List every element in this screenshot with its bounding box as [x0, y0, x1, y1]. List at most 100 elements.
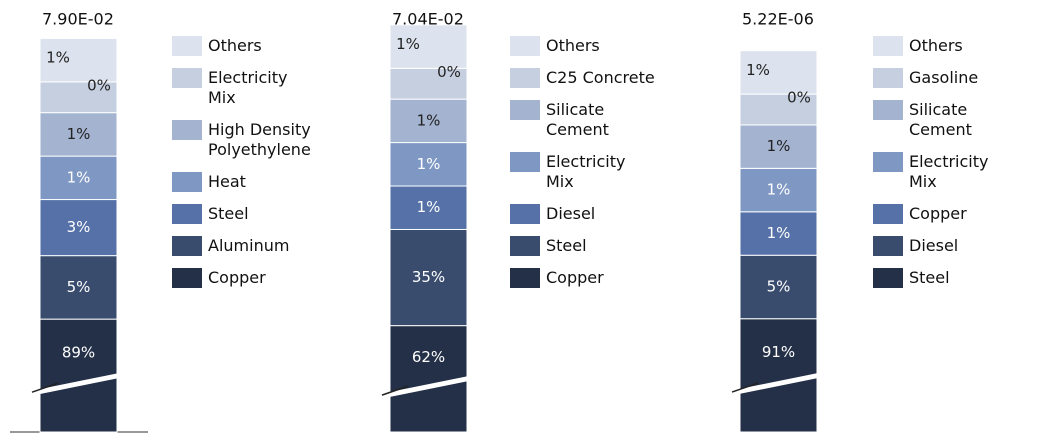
legend-swatch — [873, 236, 903, 256]
bar-segment — [39, 155, 118, 201]
legend-label: Diesel — [909, 236, 959, 255]
bar-segment — [389, 142, 468, 187]
legend-label: Others — [909, 36, 963, 55]
axis-break — [384, 375, 473, 399]
legend-swatch — [172, 120, 202, 140]
bar-segment — [39, 81, 118, 114]
value-label: 91% — [762, 343, 795, 361]
value-label: 1% — [417, 155, 441, 173]
legend-label: C25 Concrete — [546, 68, 655, 87]
legend-label: Steel — [909, 268, 950, 287]
axis-break-line — [31, 382, 59, 393]
axis-break-line — [731, 382, 759, 393]
value-label: 35% — [412, 268, 445, 286]
legend-swatch — [510, 204, 540, 224]
legend-item: C25 Concrete — [510, 68, 655, 88]
value-label: 1% — [67, 168, 91, 186]
bar-segment — [39, 112, 118, 157]
legend-item: Electricity Mix — [873, 152, 1018, 192]
axis-break — [734, 372, 823, 396]
legend-swatch — [510, 152, 540, 172]
legend-item: Silicate Cement — [510, 100, 655, 140]
value-label: 1% — [746, 61, 770, 79]
legend-label: Silicate Cement — [909, 100, 972, 139]
value-label: 1% — [396, 35, 420, 53]
legend-swatch — [510, 236, 540, 256]
value-label: 1% — [417, 111, 441, 129]
legend-swatch — [873, 204, 903, 224]
legend-item: Steel — [172, 204, 317, 224]
legend-swatch — [172, 36, 202, 56]
legend-item: Gasoline — [873, 68, 1018, 88]
value-label: 1% — [767, 181, 791, 199]
chart-title: 5.22E-06 — [742, 10, 814, 29]
value-label: 1% — [46, 49, 70, 67]
legend-item: Electricity Mix — [172, 68, 317, 108]
legend-item: Silicate Cement — [873, 100, 1018, 140]
bar-segment — [389, 67, 468, 100]
chart-title: 7.90E-02 — [42, 10, 114, 29]
legend-swatch — [172, 268, 202, 288]
legend-item: Aluminum — [172, 236, 317, 256]
bar-segment — [389, 185, 468, 230]
legend-swatch — [172, 68, 202, 88]
value-label: 5% — [767, 277, 791, 295]
legend-label: Steel — [546, 236, 587, 255]
legend-label: Electricity Mix — [546, 152, 626, 191]
legend: Others C25 Concrete Silicate Cement Electri… — [510, 36, 655, 288]
legend-swatch — [172, 236, 202, 256]
legend-item: Others — [172, 36, 317, 56]
bar-segment — [739, 50, 818, 95]
legend-swatch — [510, 100, 540, 120]
legend-label: Others — [546, 36, 600, 55]
legend-item: Diesel — [510, 204, 655, 224]
legend-item: Copper — [172, 268, 317, 288]
value-label: 0% — [787, 89, 811, 107]
legend-label: Gasoline — [909, 68, 979, 87]
legend-label: Electricity Mix — [909, 152, 989, 191]
bar-segment — [389, 24, 468, 69]
legend-item: Steel — [510, 236, 655, 256]
legend-item: Electricity Mix — [510, 152, 655, 192]
bar-segment — [739, 167, 818, 213]
legend-item: Diesel — [873, 236, 1018, 256]
legend-item: Others — [873, 36, 1018, 56]
legend: Others Gasoline Silicate Cement Electricity… — [873, 36, 1018, 288]
legend-item: Steel — [873, 268, 1018, 288]
value-label: 5% — [67, 278, 91, 296]
legend-swatch — [873, 100, 903, 120]
legend-item: High Density Polyethylene — [172, 120, 317, 160]
bar-segment — [739, 318, 818, 433]
bar-segment — [739, 211, 818, 256]
value-label: 1% — [67, 125, 91, 143]
bar-segment — [39, 255, 118, 320]
value-label: 1% — [767, 224, 791, 242]
legend-item: Copper — [873, 204, 1018, 224]
axis-break-line — [381, 385, 409, 396]
legend-label: Copper — [208, 268, 266, 287]
value-label: 0% — [87, 76, 111, 94]
value-label: 1% — [417, 198, 441, 216]
legend-swatch — [510, 68, 540, 88]
legend: Others Electricity Mix High Density Polyet… — [172, 36, 317, 288]
legend-label: Silicate Cement — [546, 100, 609, 139]
legend-label: Aluminum — [208, 236, 290, 255]
legend-label: High Density Polyethylene — [208, 120, 311, 159]
legend-item: Others — [510, 36, 655, 56]
legend-item: Heat — [172, 172, 317, 192]
legend-label: Others — [208, 36, 262, 55]
legend-label: Diesel — [546, 204, 596, 223]
legend-label: Copper — [909, 204, 967, 223]
legend-label: Heat — [208, 172, 246, 191]
legend-label: Electricity Mix — [208, 68, 288, 107]
legend-swatch — [510, 36, 540, 56]
bar-segment — [389, 98, 468, 144]
legend-item: Copper — [510, 268, 655, 288]
bar-segment — [39, 318, 118, 433]
bar-segment — [739, 93, 818, 126]
legend-swatch — [172, 172, 202, 192]
value-label: 3% — [67, 218, 91, 236]
value-label: 1% — [767, 137, 791, 155]
